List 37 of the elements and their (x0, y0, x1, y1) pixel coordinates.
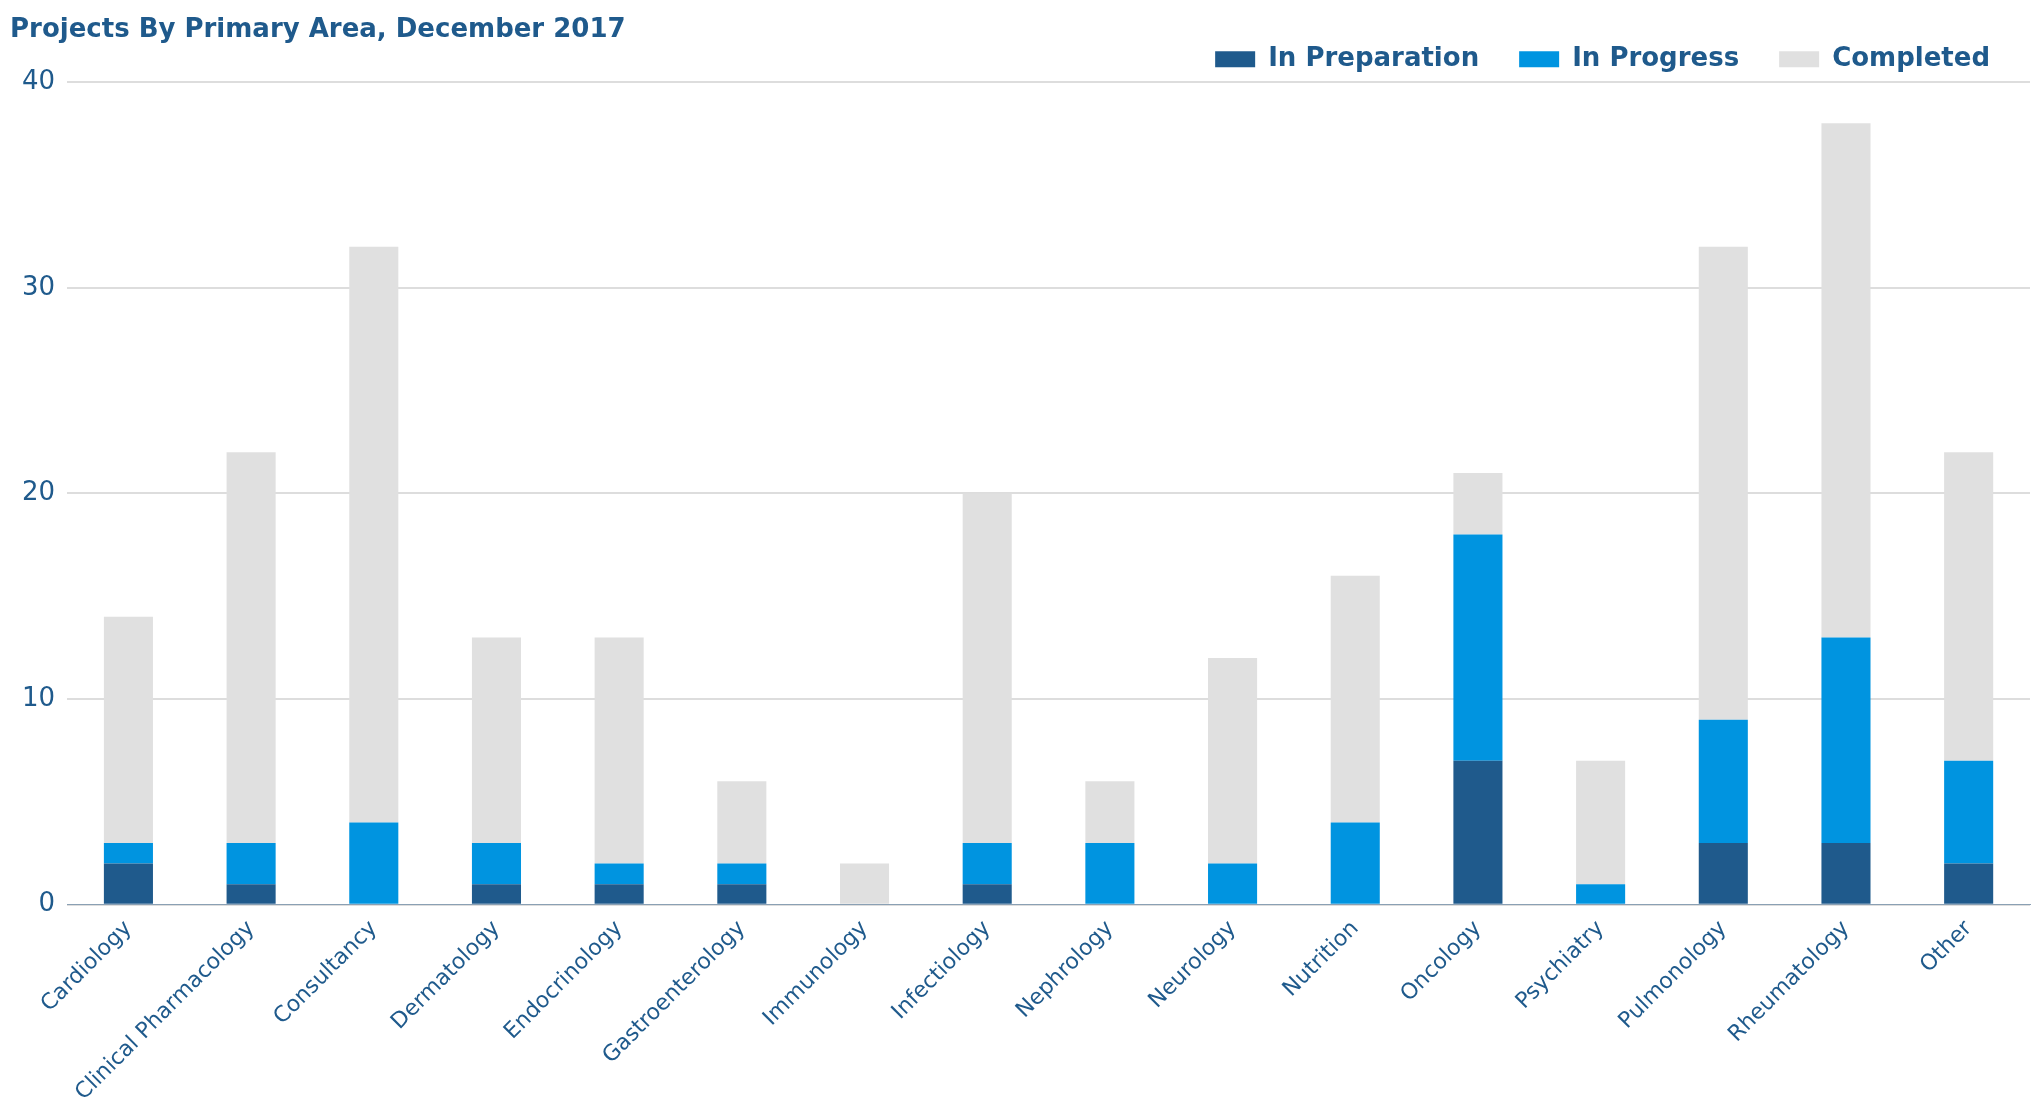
bar (1576, 760, 1626, 885)
bar (717, 884, 767, 904)
bar (1944, 760, 1994, 864)
bar (594, 884, 644, 904)
bar (103, 863, 153, 904)
bar (1453, 760, 1503, 904)
bar (1821, 843, 1871, 904)
y-tick-label: 40 (21, 64, 56, 95)
y-tick-label: 10 (21, 681, 56, 712)
bar (1208, 863, 1258, 904)
y-tick-label: 20 (21, 476, 56, 507)
bar (471, 843, 522, 885)
bar (1821, 637, 1871, 844)
bar (226, 843, 276, 885)
bar (1330, 822, 1380, 904)
y-tick-label: 0 (38, 887, 56, 918)
bar (349, 822, 399, 904)
bar (962, 884, 1012, 904)
bar (1085, 843, 1135, 904)
bar (1944, 863, 1994, 904)
legend-label: Completed (1832, 41, 1991, 72)
bar (1698, 719, 1748, 844)
bar (717, 863, 767, 885)
bar (226, 884, 276, 904)
bar (103, 843, 153, 864)
bar (1085, 781, 1135, 844)
bar (471, 884, 522, 904)
legend-label: In Progress (1572, 41, 1740, 72)
bar (1576, 884, 1626, 904)
bar (1698, 843, 1748, 904)
bar (717, 781, 767, 864)
bar (1453, 534, 1503, 761)
y-tick-label: 30 (21, 270, 56, 301)
bar (594, 863, 644, 885)
bar (962, 843, 1012, 885)
chart-title: Projects By Primary Area, December 2017 (10, 13, 626, 44)
legend-label: In Preparation (1268, 41, 1480, 72)
